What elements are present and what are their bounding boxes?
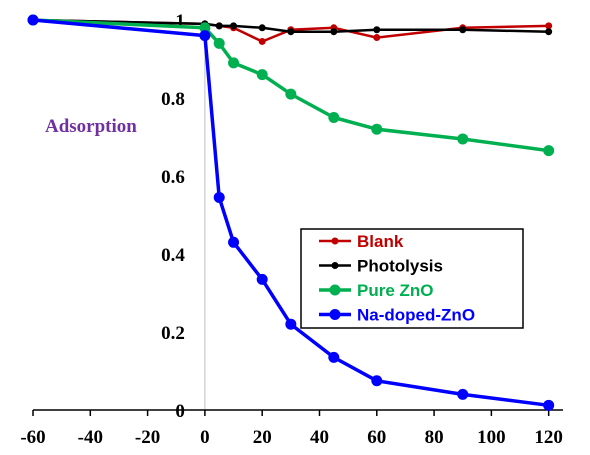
data-point (330, 28, 338, 36)
x-tick-label: 60 (367, 427, 386, 448)
data-point (459, 26, 467, 34)
x-tick-label: 120 (534, 427, 563, 448)
legend-label: Photolysis (357, 257, 443, 276)
data-point (258, 24, 266, 32)
data-point (543, 399, 555, 411)
data-point (371, 375, 383, 387)
data-point (228, 236, 240, 248)
legend-swatch-marker (331, 262, 339, 269)
legend-label: Pure ZnO (357, 281, 434, 300)
series-line (32, 18, 549, 153)
legend-swatch-marker (329, 309, 341, 320)
series-line (32, 18, 549, 408)
data-point (287, 28, 295, 36)
x-tick-label: -20 (135, 427, 160, 448)
x-tick-label: -60 (20, 427, 45, 448)
data-point (258, 37, 266, 45)
data-point (230, 22, 238, 30)
data-point (256, 69, 268, 81)
data-point (228, 57, 240, 69)
y-axis-title: Adsorption (45, 116, 137, 137)
data-point (256, 273, 268, 285)
legend-swatch-marker (329, 284, 341, 296)
legend-label: Na-doped-ZnO (357, 306, 475, 325)
x-tick-label: 100 (477, 427, 506, 448)
data-point (199, 30, 211, 42)
x-tick-label: 40 (310, 427, 329, 448)
data-point (371, 123, 383, 135)
series-na-doped-zno (27, 14, 555, 411)
series-line (32, 18, 549, 33)
legend-item: Pure ZnO (319, 281, 434, 300)
data-point (457, 388, 469, 400)
data-point (328, 112, 340, 123)
axes: -60 -40 -20 0 20 40 60 80 100 120 0 0.2 0.4 0.6 0.8 1 Ad… (20, 11, 563, 448)
data-point (199, 22, 211, 34)
legend-item: Photolysis (319, 257, 443, 276)
x-tick-label: 0 (200, 427, 210, 448)
data-point (373, 26, 381, 34)
legend-label: Blank (357, 232, 404, 251)
y-tick-label: 0.2 (161, 323, 185, 344)
data-point (215, 22, 223, 30)
data-point (545, 22, 553, 30)
legend-swatch-marker (331, 237, 339, 245)
y-tick-label: 0.8 (161, 89, 185, 110)
data-point (285, 88, 297, 100)
legend: Blank Photolysis Pure ZnO Na-doped-ZnO (300, 228, 524, 329)
data-point (27, 14, 39, 26)
y-tick-label: 0 (175, 401, 185, 422)
data-point (543, 145, 555, 157)
y-tick-label: 0.6 (161, 167, 185, 188)
data-point (213, 191, 225, 203)
y-tick-label: 1 (175, 11, 185, 32)
series-layer (27, 14, 555, 411)
x-tick-label: 80 (425, 427, 444, 448)
data-point (285, 318, 297, 330)
data-point (373, 34, 381, 42)
legend-item: Blank (319, 232, 404, 251)
x-tick-label: -40 (78, 427, 103, 448)
series-pure-zno (27, 14, 555, 157)
y-tick-label: 0.4 (161, 245, 185, 266)
data-point (328, 351, 340, 363)
data-point (213, 37, 225, 49)
x-tick-label: 20 (253, 427, 272, 448)
data-point (545, 28, 553, 36)
data-point (457, 133, 469, 145)
legend-item: Na-doped-ZnO (319, 306, 475, 325)
